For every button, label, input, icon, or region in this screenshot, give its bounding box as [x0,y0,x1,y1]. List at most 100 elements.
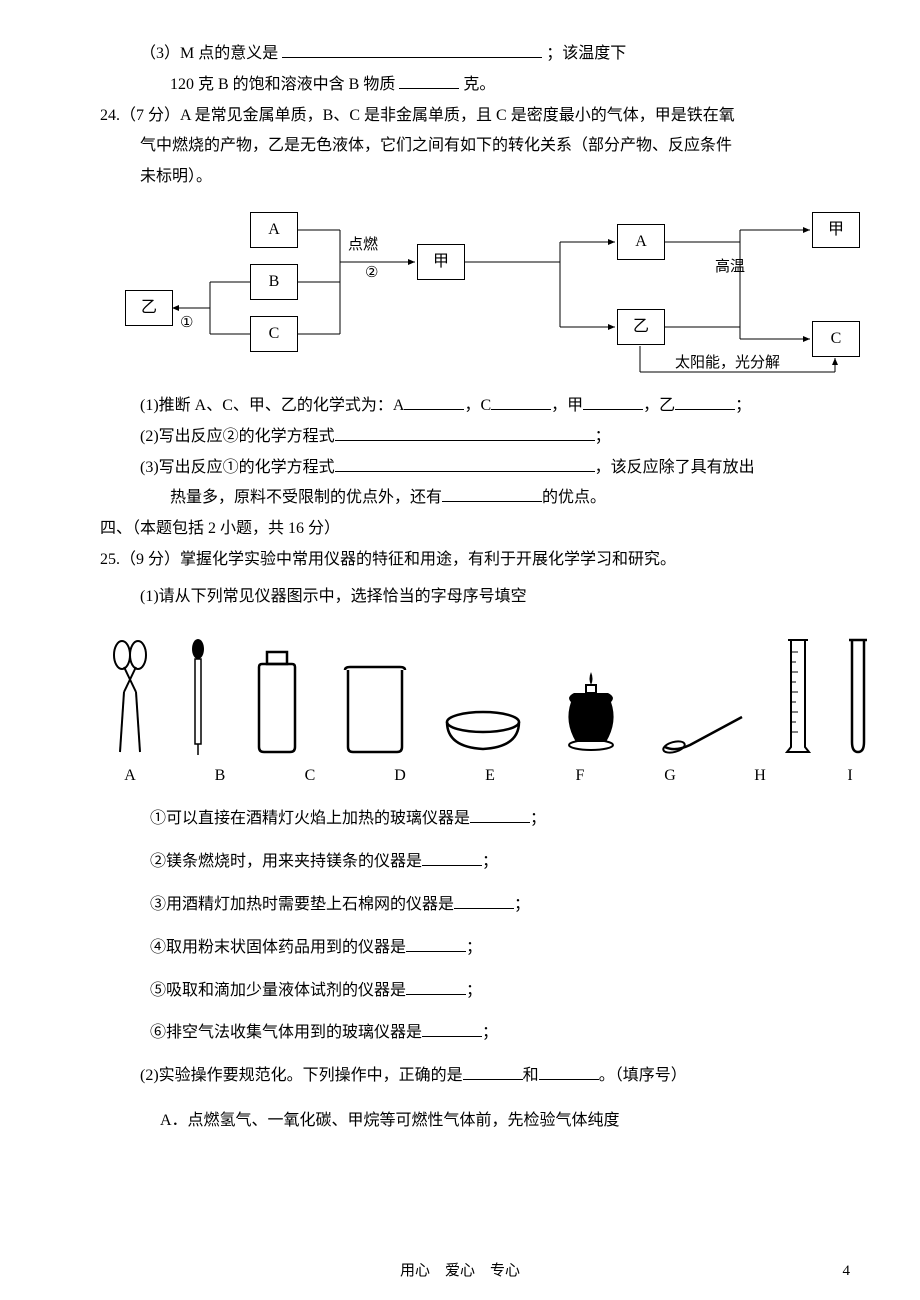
q23-part3-line1: （3）M 点的意义是 ；该温度下 [60,40,860,69]
label-i: I [830,762,870,791]
q25-sub3: ③用酒精灯加热时需要垫上石棉网的仪器是 ； [150,891,860,920]
inst-d-beaker [340,662,410,757]
s5-end: ； [466,982,482,999]
box-a1: A [250,212,298,248]
sub6-text: ⑥排空气法收集气体用到的玻璃仪器是 [150,1024,422,1041]
q25-sub4: ④取用粉末状固体药品用到的仪器是 ； [150,934,860,963]
s1-end: ； [530,810,546,827]
blank-s5 [406,979,466,995]
s3-end: ； [514,896,530,913]
q25-sub5: ⑤吸取和滴加少量液体试剂的仪器是 ； [150,977,860,1006]
q23-p3-prefix: （3）M 点的意义是 [140,45,278,62]
blank-p2a [463,1064,523,1080]
sub5-text: ⑤吸取和滴加少量液体试剂的仪器是 [150,982,406,999]
q24-p1-jia: ，甲 [551,397,583,414]
page-number: 4 [843,1258,851,1285]
instrument-labels: A B C D E F G H I [110,762,870,791]
q25-sub2: ②镁条燃烧时，用来夹持镁条的仪器是 ； [150,848,860,877]
inst-i-testtube [846,632,870,757]
label-taiyang: 太阳能，光分解 [675,350,780,377]
box-yi1: 乙 [125,290,173,326]
p2-end: 。（填序号） [599,1067,687,1084]
q24-p2-text: (2)写出反应②的化学方程式 [140,428,335,445]
label-e: E [470,762,510,791]
q24-p3-text: (3)写出反应①的化学方程式 [140,459,335,476]
s2-end: ； [482,853,498,870]
q25-opta: A．点燃氢气、一氧化碳、甲烷等可燃性气体前，先检验气体纯度 [160,1107,860,1136]
blank-jia [583,394,643,410]
q24-p1-yi: ，乙 [643,397,675,414]
q24-p3-l2: 热量多，原料不受限制的优点外，还有 [170,489,442,506]
box-jia2: 甲 [812,212,860,248]
blank-s3 [454,893,514,909]
label-a: A [110,762,150,791]
label-d: D [380,762,420,791]
inst-e-dish [443,707,523,757]
q24-header1: 24.（7 分）A 是常见金属单质，B、C 是非金属单质，且 C 是密度最小的气… [60,102,860,131]
sub1-text: ①可以直接在酒精灯火焰上加热的玻璃仪器是 [150,810,470,827]
blank-b-mass [399,73,459,89]
inst-b-dropper [183,637,213,757]
blank-s6 [422,1021,482,1037]
inst-c-bottle [247,647,307,757]
blank-p2b [539,1064,599,1080]
instruments-row [110,627,870,757]
blank-s1 [470,807,530,823]
section4-header: 四、（本题包括 2 小题，共 16 分） [60,515,860,544]
p2-and: 和 [523,1067,539,1084]
box-jia1: 甲 [417,244,465,280]
inst-g-spatula [660,707,750,757]
q24-p1-text: (1)推断 A、C、甲、乙的化学式为：A [140,397,404,414]
q24-p2-end: ； [595,428,611,445]
q23-p3-suffix: ；该温度下 [546,45,626,62]
label-circle2: ② [365,260,378,287]
s4-end: ； [466,939,482,956]
q24-p2: (2)写出反应②的化学方程式 ； [60,423,860,452]
q23-part3-line2: 120 克 B 的饱和溶液中含 B 物质 克。 [60,71,860,100]
s6-end: ； [482,1024,498,1041]
inst-h-cylinder [783,632,813,757]
inst-a-tongs [110,637,150,757]
p2-text: (2)实验操作要规范化。下列操作中，正确的是 [140,1067,463,1084]
blank-s2 [422,850,482,866]
label-f: F [560,762,600,791]
label-c: C [290,762,330,791]
q24-p3-end: 的优点。 [542,489,606,506]
box-yi2: 乙 [617,309,665,345]
blank-eq2 [335,425,595,441]
sub3-text: ③用酒精灯加热时需要垫上石棉网的仪器是 [150,896,454,913]
q23-p3-l2-prefix: 120 克 B 的饱和溶液中含 B 物质 [170,76,395,93]
box-c2: C [812,321,860,357]
label-circle1: ① [180,310,193,337]
sub4-text: ④取用粉末状固体药品用到的仪器是 [150,939,406,956]
q24-header3: 未标明）。 [60,163,860,192]
label-g: G [650,762,690,791]
q25-header: 25.（9 分）掌握化学实验中常用仪器的特征和用途，有利于开展化学学习和研究。 [60,546,860,575]
label-gaowen: 高温 [715,254,745,281]
q25-sub1: ①可以直接在酒精灯火焰上加热的玻璃仪器是 ； [150,805,860,834]
blank-advantage [442,486,542,502]
label-b: B [200,762,240,791]
sub2-text: ②镁条燃烧时，用来夹持镁条的仪器是 [150,853,422,870]
blank-c [491,394,551,410]
q25-sub6: ⑥排空气法收集气体用到的玻璃仪器是 ； [150,1019,860,1048]
q24-p1-end: ； [735,397,751,414]
box-c: C [250,316,298,352]
q24-p1-c: ，C [464,397,491,414]
blank-yi [675,394,735,410]
blank-a [404,394,464,410]
q25-p1: (1)请从下列常见仪器图示中，选择恰当的字母序号填空 [60,583,860,612]
inst-f-alcohol-lamp [556,667,626,757]
footer-text: 用心 爱心 专心 [0,1258,920,1285]
q24-p3-line2: 热量多，原料不受限制的优点外，还有 的优点。 [60,484,860,513]
q24-p3-mid: ，该反应除了具有放出 [595,459,755,476]
blank-s4 [406,936,466,952]
q24-p1: (1)推断 A、C、甲、乙的化学式为：A ，C ，甲 ，乙 ； [60,392,860,421]
box-a2: A [617,224,665,260]
box-b: B [250,264,298,300]
q24-header2: 气中燃烧的产物，乙是无色液体，它们之间有如下的转化关系（部分产物、反应条件 [60,132,860,161]
q23-p3-l2-suffix: 克。 [463,76,495,93]
label-dianran: 点燃 [348,232,378,259]
label-h: H [740,762,780,791]
blank-eq1 [335,456,595,472]
